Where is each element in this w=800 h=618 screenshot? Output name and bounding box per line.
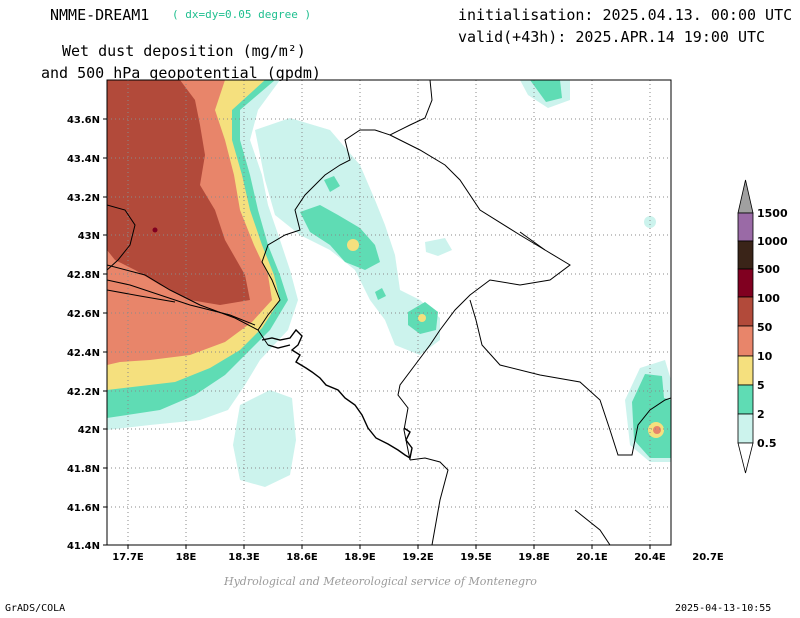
field-level-2-central-c bbox=[324, 176, 340, 192]
resolution-label: ( dx=dy=0.05 degree ) bbox=[172, 8, 312, 21]
lat-label: 43.2N bbox=[67, 193, 100, 204]
lon-label: 19.5E bbox=[460, 552, 492, 563]
graticule bbox=[107, 80, 671, 545]
lat-label: 42.4N bbox=[67, 348, 100, 359]
lon-label: 18E bbox=[176, 552, 197, 563]
field-level-0-5-south bbox=[233, 390, 296, 487]
legend-swatch bbox=[737, 355, 754, 386]
deposition-field bbox=[107, 80, 671, 487]
legend-bottom-arrow bbox=[737, 442, 754, 474]
field-level-2-central-d bbox=[375, 288, 386, 300]
legend-label: 50 bbox=[757, 321, 773, 334]
legend-label: 2 bbox=[757, 408, 765, 421]
field-level-0-5-blob-mid bbox=[425, 238, 452, 256]
field-level-5-spot-a bbox=[347, 239, 359, 251]
lon-label: 20.4E bbox=[634, 552, 666, 563]
legend-label: 5 bbox=[757, 379, 765, 392]
lon-label: 19.8E bbox=[518, 552, 550, 563]
legend-label: 100 bbox=[757, 292, 780, 305]
legend-label: 500 bbox=[757, 263, 780, 276]
agency-credit: Hydrological and Meteorological service … bbox=[224, 575, 537, 588]
coastline bbox=[261, 328, 413, 460]
legend-swatch bbox=[737, 296, 754, 327]
lat-label: 41.4N bbox=[67, 541, 100, 552]
legend-top-arrow bbox=[737, 179, 754, 214]
lat-label: 43.4N bbox=[67, 154, 100, 165]
field-level-100-spot bbox=[152, 227, 158, 233]
field-level-2-blob-ne bbox=[530, 80, 562, 102]
lat-label: 42.6N bbox=[67, 309, 100, 320]
generation-timestamp: 2025-04-13-10:55 bbox=[675, 603, 772, 614]
lat-label: 43N bbox=[78, 231, 100, 242]
legend-swatch bbox=[737, 325, 754, 357]
lon-labels: 17.7E 18E 18.3E 18.6E 18.9E 19.2E 19.5E … bbox=[112, 552, 724, 563]
variable-title-line2: and 500 hPa geopotential (gpdm) bbox=[41, 64, 321, 82]
field-level-2-se bbox=[632, 374, 671, 458]
color-legend bbox=[737, 179, 754, 474]
lon-label: 20.1E bbox=[576, 552, 608, 563]
legend-swatch bbox=[737, 413, 754, 444]
field-level-2-central-a bbox=[300, 205, 380, 270]
lat-label: 41.6N bbox=[67, 503, 100, 514]
lon-label: 20.7E bbox=[692, 552, 724, 563]
lon-label: 18.3E bbox=[228, 552, 260, 563]
valid-time: valid(+43h): 2025.APR.14 19:00 UTC bbox=[458, 28, 766, 46]
variable-title-line1: Wet dust deposition (mg/m²) bbox=[62, 42, 306, 60]
lon-label: 19.2E bbox=[402, 552, 434, 563]
lat-label: 41.8N bbox=[67, 464, 100, 475]
field-level-5-spot-b bbox=[418, 314, 426, 322]
lon-label: 18.6E bbox=[286, 552, 318, 563]
country-borders bbox=[107, 80, 671, 545]
lon-label: 17.7E bbox=[112, 552, 144, 563]
tick-marks bbox=[103, 118, 651, 549]
legend-swatch bbox=[737, 212, 754, 242]
lat-label: 43.6N bbox=[67, 115, 100, 126]
legend-label: 1000 bbox=[757, 235, 788, 248]
lat-label: 42.8N bbox=[67, 270, 100, 281]
model-title: NMME-DREAM1 bbox=[50, 6, 150, 24]
initialisation-time: initialisation: 2025.04.13. 00:00 UTC bbox=[458, 6, 793, 24]
lat-labels: 43.6N 43.4N 43.2N 43N 42.8N 42.6N 42.4N … bbox=[67, 115, 100, 552]
field-level-10-spot-se bbox=[653, 426, 661, 434]
legend-swatch bbox=[737, 384, 754, 415]
lat-label: 42.2N bbox=[67, 387, 100, 398]
legend-swatch bbox=[737, 268, 754, 298]
legend-label: 1500 bbox=[757, 207, 788, 220]
legend-label: 10 bbox=[757, 350, 773, 363]
legend-labels: 1500 1000 500 100 50 10 5 2 0.5 bbox=[757, 207, 788, 450]
legend-swatch bbox=[737, 240, 754, 270]
field-level-0-5-blob-east bbox=[644, 216, 656, 228]
software-credit: GrADS/COLA bbox=[5, 603, 66, 614]
field-level-50-west bbox=[107, 80, 250, 305]
lat-label: 42N bbox=[78, 425, 100, 436]
legend-label: 0.5 bbox=[757, 437, 777, 450]
lon-label: 18.9E bbox=[344, 552, 376, 563]
